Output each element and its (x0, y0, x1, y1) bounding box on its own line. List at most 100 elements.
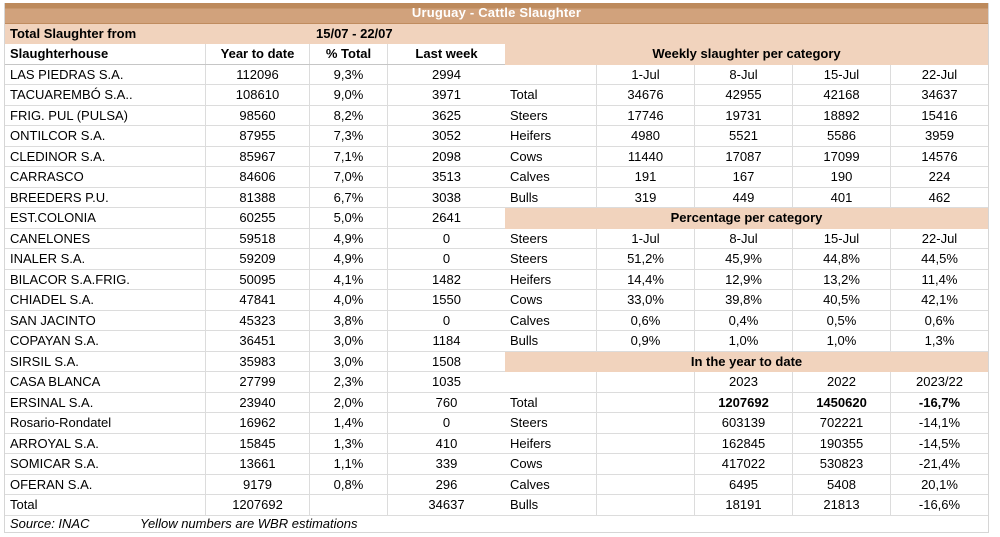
value-cell: 1508 (387, 351, 505, 371)
value-cell: 296 (387, 474, 505, 494)
slaughterhouse-name: ARROYAL S.A. (10, 435, 99, 451)
slaughterhouse-name: CASA BLANCA (10, 374, 101, 390)
table-row: CANELONES 59518 4,9% 0 (5, 228, 505, 249)
value-cell: 1550 (387, 290, 505, 310)
column-header: 2022 (792, 372, 890, 392)
value-cell: 12,9% (694, 269, 792, 289)
value-cell: 462 (890, 187, 988, 207)
value-cell: 4,1% (309, 269, 387, 289)
category-label: Calves (510, 169, 550, 185)
total-value (309, 495, 387, 515)
value-cell: 34676 (596, 85, 694, 105)
value-cell: 417022 (694, 454, 792, 474)
value-cell: 9,3% (309, 64, 387, 84)
category-label: Bulls (510, 497, 539, 513)
value-cell: 410 (387, 433, 505, 453)
section-title-weekly: Weekly slaughter per category (505, 44, 988, 65)
table-row: ARROYAL S.A. 15845 1,3% 410 (5, 433, 505, 454)
value-cell: 59209 (205, 249, 309, 269)
tables-area: Slaughterhouse Year to date % Total Last… (5, 44, 988, 516)
value-cell: 19731 (694, 105, 792, 125)
category-label: Total (510, 394, 538, 410)
value-cell: 23940 (205, 392, 309, 412)
category-label: Cows (510, 292, 543, 308)
value-cell: 319 (596, 187, 694, 207)
value-cell (596, 392, 694, 412)
value-cell: 1,0% (694, 331, 792, 351)
value-cell: 3971 (387, 85, 505, 105)
value-cell: 21813 (792, 495, 890, 515)
table-row: Heifers 162845 190355 -14,5% (505, 433, 988, 454)
value-cell (596, 474, 694, 494)
period-label: Total Slaughter from (10, 26, 137, 41)
report-title: Uruguay - Cattle Slaughter (411, 5, 582, 20)
value-cell: 13,2% (792, 269, 890, 289)
table-row: TACUAREMBÓ S.A.. 108610 9,0% 3971 (5, 85, 505, 106)
value-cell: 17746 (596, 105, 694, 125)
column-header: 15-Jul (792, 64, 890, 84)
table-row: CHIADEL S.A. 47841 4,0% 1550 (5, 290, 505, 311)
slaughterhouse-name: INALER S.A. (10, 251, 86, 267)
column-header: 22-Jul (890, 228, 988, 248)
table-row: COPAYAN S.A. 36451 3,0% 1184 (5, 331, 505, 352)
value-cell: 4,9% (309, 228, 387, 248)
table-row: INALER S.A. 59209 4,9% 0 (5, 249, 505, 270)
table-row: Total 1207692 34637 (5, 495, 505, 516)
value-cell: 2,3% (309, 372, 387, 392)
column-header: 2023/22 (890, 372, 988, 392)
value-cell: 2,0% (309, 392, 387, 412)
category-label: Heifers (510, 271, 552, 287)
value-cell: 112096 (205, 64, 309, 84)
table-row: Calves 0,6% 0,4% 0,5% 0,6% (505, 310, 988, 331)
category-label: Steers (510, 251, 548, 267)
value-cell: 7,0% (309, 167, 387, 187)
column-header: 22-Jul (890, 64, 988, 84)
value-cell: -21,4% (890, 454, 988, 474)
value-cell: 6,7% (309, 187, 387, 207)
slaughterhouse-name: ONTILCOR S.A. (10, 128, 106, 144)
category-tables: Weekly slaughter per category 1-Jul 8-Jul 1… (505, 44, 988, 516)
slaughterhouse-name: LAS PIEDRAS S.A. (10, 66, 124, 82)
table-row: Bulls 0,9% 1,0% 1,0% 1,3% (505, 331, 988, 352)
column-header (505, 372, 596, 392)
value-cell: 530823 (792, 454, 890, 474)
category-label: Heifers (510, 128, 552, 144)
value-cell: 14576 (890, 146, 988, 166)
value-cell: 4,0% (309, 290, 387, 310)
slaughterhouse-name: COPAYAN S.A. (10, 333, 99, 349)
value-cell: 224 (890, 167, 988, 187)
slaughterhouse-header-row: Slaughterhouse Year to date % Total Last… (5, 44, 505, 65)
table-row: BILACOR S.A.FRIG. 50095 4,1% 1482 (5, 269, 505, 290)
report-content: Uruguay - Cattle Slaughter Total Slaught… (4, 3, 989, 533)
value-cell: 3959 (890, 126, 988, 146)
value-cell: 50095 (205, 269, 309, 289)
category-label: Bulls (510, 333, 539, 349)
value-cell: 42,1% (890, 290, 988, 310)
category-label: Calves (510, 476, 550, 492)
slaughterhouse-name: CHIADEL S.A. (10, 292, 95, 308)
value-cell: 0,6% (890, 310, 988, 330)
value-cell: 190355 (792, 433, 890, 453)
value-cell: 760 (387, 392, 505, 412)
value-cell: 2098 (387, 146, 505, 166)
value-cell: 0 (387, 413, 505, 433)
value-cell: 1450620 (792, 392, 890, 412)
report-title-bar: Uruguay - Cattle Slaughter (5, 3, 988, 24)
value-cell: 27799 (205, 372, 309, 392)
column-header: 1-Jul (596, 64, 694, 84)
value-cell: 1035 (387, 372, 505, 392)
value-cell: 11,4% (890, 269, 988, 289)
value-cell: 1,3% (890, 331, 988, 351)
table-row: 1-Jul 8-Jul 15-Jul 22-Jul (505, 64, 988, 85)
slaughterhouse-name: SIRSIL S.A. (10, 353, 79, 369)
slaughterhouse-name: CARRASCO (10, 169, 84, 185)
value-cell: 2641 (387, 208, 505, 228)
value-cell: 1,0% (792, 331, 890, 351)
table-row: ERSINAL S.A. 23940 2,0% 760 (5, 392, 505, 413)
value-cell: 20,1% (890, 474, 988, 494)
value-cell: 4,9% (309, 249, 387, 269)
value-cell: 35983 (205, 351, 309, 371)
value-cell: 18892 (792, 105, 890, 125)
value-cell: 0,6% (596, 310, 694, 330)
